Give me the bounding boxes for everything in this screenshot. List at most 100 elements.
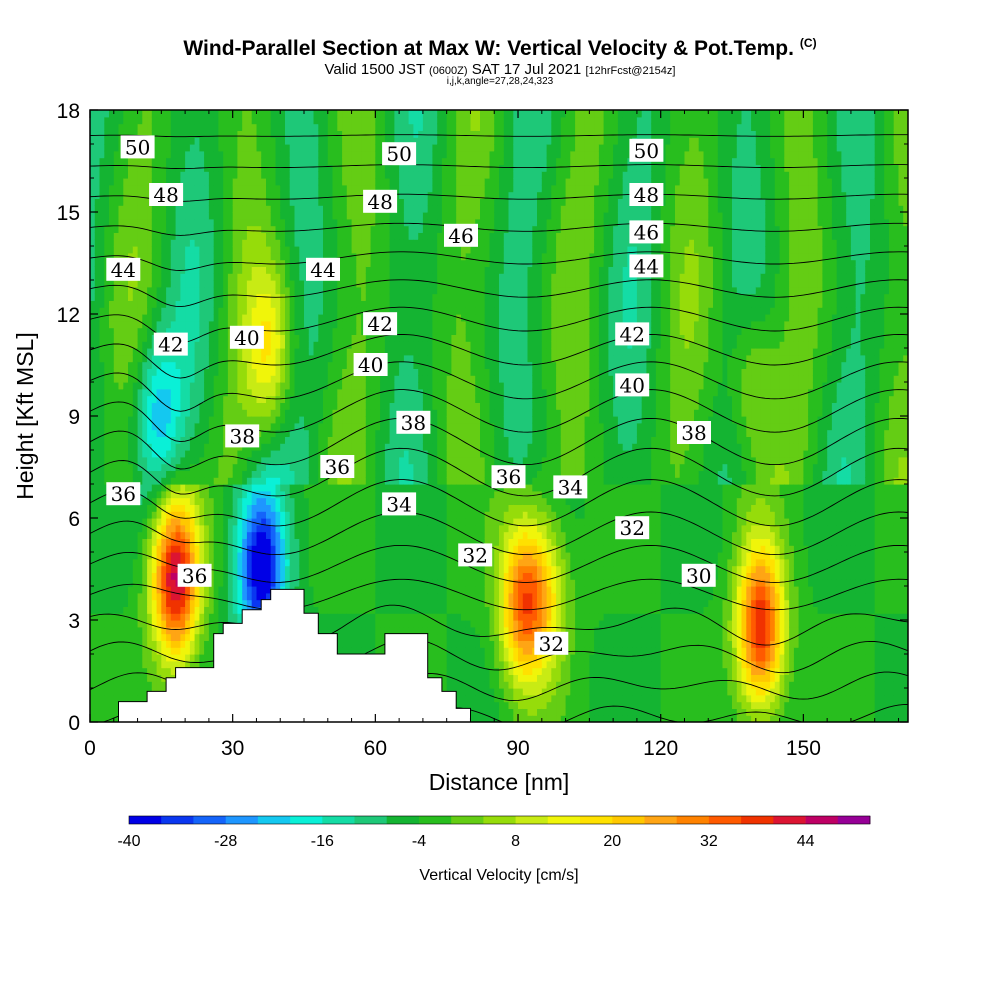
field-cell: [128, 524, 134, 533]
field-cell: [342, 300, 348, 308]
field-cell: [113, 701, 120, 709]
field-cell: [213, 300, 220, 308]
field-cell: [318, 184, 324, 193]
field-cell: [308, 497, 315, 505]
field-cell: [337, 524, 343, 533]
field-cell: [137, 450, 143, 458]
field-cell: [332, 450, 338, 458]
field-cell: [194, 375, 200, 383]
field-cell: [90, 116, 96, 125]
field-cell: [285, 327, 291, 335]
field-cell: [342, 633, 348, 641]
field-cell: [237, 552, 243, 560]
field-cell: [147, 212, 153, 220]
field-cell: [175, 443, 181, 451]
field-cell: [242, 477, 248, 485]
field-cell: [151, 436, 158, 444]
field-cell: [280, 341, 286, 349]
field-cell: [337, 144, 343, 152]
field-cell: [94, 667, 101, 675]
field-cell: [175, 429, 181, 437]
field-cell: [346, 239, 353, 247]
field-cell: [327, 599, 334, 607]
field-cell: [109, 368, 115, 376]
field-cell: [342, 375, 348, 383]
field-cell: [266, 307, 272, 315]
field-cell: [109, 110, 115, 118]
field-cell: [194, 640, 200, 648]
field-cell: [166, 490, 172, 499]
field-cell: [170, 422, 177, 431]
field-cell: [161, 504, 167, 512]
field-cell: [194, 252, 200, 261]
field-cell: [151, 681, 158, 689]
field-cell: [185, 647, 191, 655]
field-cell: [308, 579, 315, 587]
field-cell: [175, 171, 181, 179]
field-cell: [304, 239, 310, 247]
field-cell: [113, 429, 120, 437]
field-cell: [194, 504, 200, 512]
field-cell: [266, 436, 272, 444]
field-cell: [304, 511, 310, 519]
field-cell: [218, 361, 224, 369]
field-cell: [104, 327, 110, 335]
field-cell: [208, 239, 215, 247]
field-cell: [166, 286, 172, 295]
field-cell: [123, 123, 129, 131]
field-cell: [261, 416, 267, 424]
field-cell: [156, 314, 162, 322]
field-cell: [151, 484, 158, 492]
field-cell: [313, 497, 319, 505]
field-cell: [346, 307, 353, 315]
field-cell: [323, 531, 329, 539]
field-cell: [142, 524, 148, 533]
field-cell: [251, 205, 258, 213]
field-cell: [128, 184, 134, 193]
field-cell: [266, 212, 272, 220]
field-cell: [204, 110, 210, 118]
field-cell: [270, 144, 277, 152]
field-cell: [180, 511, 186, 519]
field-cell: [223, 334, 229, 342]
field-cell: [266, 116, 272, 125]
field-cell: [204, 409, 210, 417]
field-cell: [90, 252, 96, 261]
field-cell: [223, 518, 229, 526]
field-cell: [213, 178, 220, 186]
field-cell: [242, 375, 248, 383]
field-cell: [275, 402, 281, 410]
field-cell: [204, 558, 210, 567]
field-cell: [261, 565, 267, 573]
field-cell: [246, 477, 253, 485]
field-cell: [166, 647, 172, 655]
field-cell: [113, 314, 120, 322]
field-cell: [242, 259, 248, 267]
field-cell: [285, 314, 291, 322]
field-cell: [294, 137, 300, 145]
field-cell: [132, 239, 139, 247]
field-cell: [109, 327, 115, 335]
field-cell: [185, 599, 191, 607]
field-cell: [308, 531, 315, 539]
field-cell: [142, 293, 148, 301]
field-cell: [142, 654, 148, 662]
field-cell: [199, 382, 205, 390]
field-cell: [280, 116, 286, 125]
field-cell: [161, 123, 167, 131]
field-cell: [109, 620, 115, 628]
field-cell: [308, 606, 315, 614]
field-cell: [132, 538, 139, 546]
field-cell: [237, 314, 243, 322]
field-cell: [227, 239, 234, 247]
field-cell: [94, 341, 101, 349]
field-cell: [156, 239, 162, 247]
field-cell: [199, 348, 205, 356]
field-cell: [99, 470, 105, 478]
field-cell: [337, 252, 343, 261]
field-cell: [161, 300, 167, 308]
field-cell: [199, 361, 205, 369]
field-cell: [170, 368, 177, 376]
field-cell: [161, 552, 167, 560]
field-cell: [204, 375, 210, 383]
